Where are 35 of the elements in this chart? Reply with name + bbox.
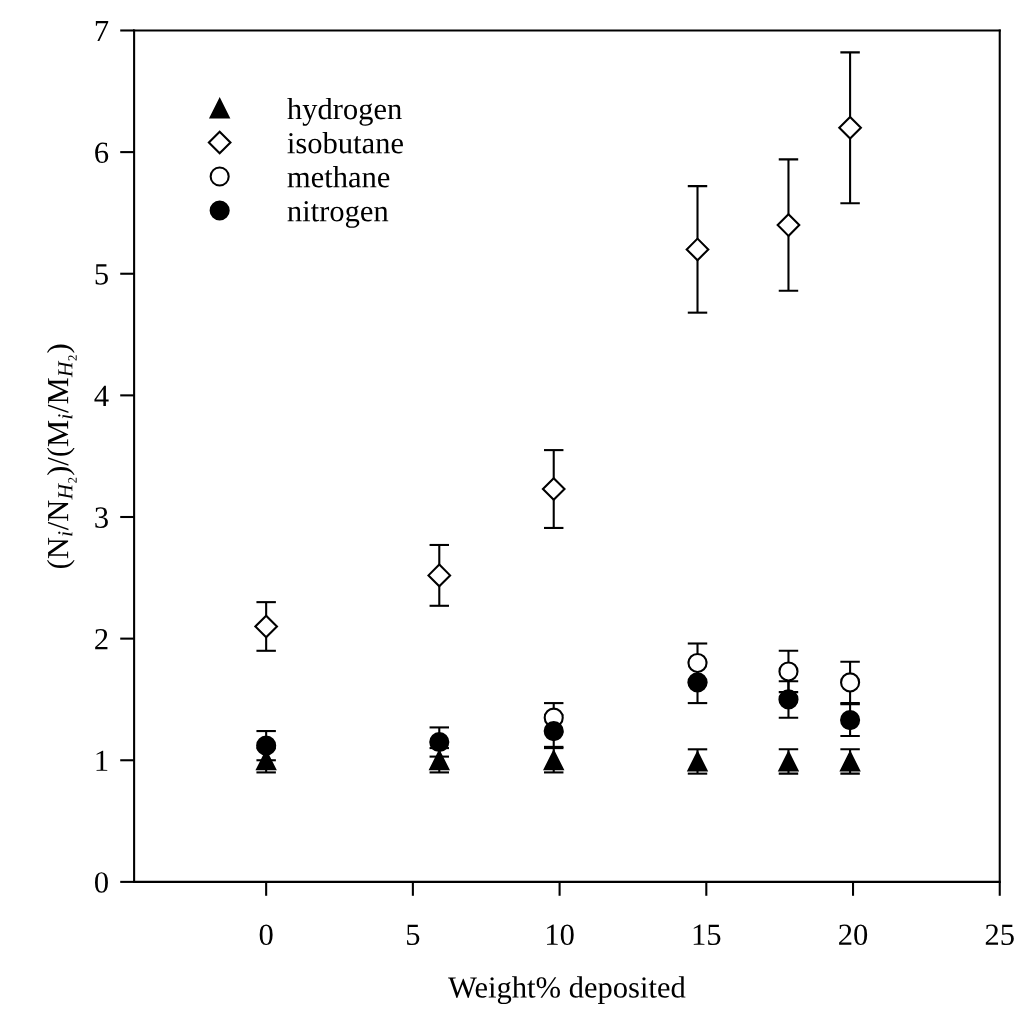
point xyxy=(778,689,799,710)
point xyxy=(254,614,278,639)
legend-label: isobutane xyxy=(287,131,403,154)
legend-label: methane xyxy=(287,165,390,188)
y-tick-label: 6 xyxy=(95,142,109,164)
point xyxy=(429,731,450,753)
x-tick-label: 25 xyxy=(985,924,1014,946)
point xyxy=(840,710,861,731)
text: (N$_{i}$/N$_{H₂}$)/(M$_{i}$/M$_{H₂}$) xyxy=(46,344,77,569)
point xyxy=(838,115,862,140)
y-tick-label: 7 xyxy=(95,21,109,42)
point xyxy=(687,672,708,693)
x-tick-label: 15 xyxy=(693,924,721,946)
y-tick-label: 4 xyxy=(94,385,109,406)
point xyxy=(541,477,566,501)
y-tick-label: 3 xyxy=(95,507,108,528)
point xyxy=(776,213,801,237)
x-tick-label: 10 xyxy=(547,924,574,946)
point xyxy=(256,735,277,756)
point xyxy=(778,661,799,682)
point xyxy=(687,652,708,674)
x-tick-label: 0 xyxy=(259,924,273,946)
y-tick-label: 0 xyxy=(95,872,108,893)
point xyxy=(427,563,452,588)
x-tick-label: 20 xyxy=(839,924,868,946)
point xyxy=(543,721,564,742)
legend-label: hydrogen xyxy=(287,97,402,126)
point xyxy=(840,672,861,693)
x-axis-title: Weight% deposited xyxy=(448,976,686,1005)
x-tick-label: 5 xyxy=(407,924,420,946)
y-tick-label: 5 xyxy=(95,264,108,285)
y-tick-label: 1 xyxy=(96,750,108,771)
point xyxy=(685,237,710,262)
y-tick-label: 2 xyxy=(95,629,108,650)
legend-label: nitrogen xyxy=(287,200,389,228)
